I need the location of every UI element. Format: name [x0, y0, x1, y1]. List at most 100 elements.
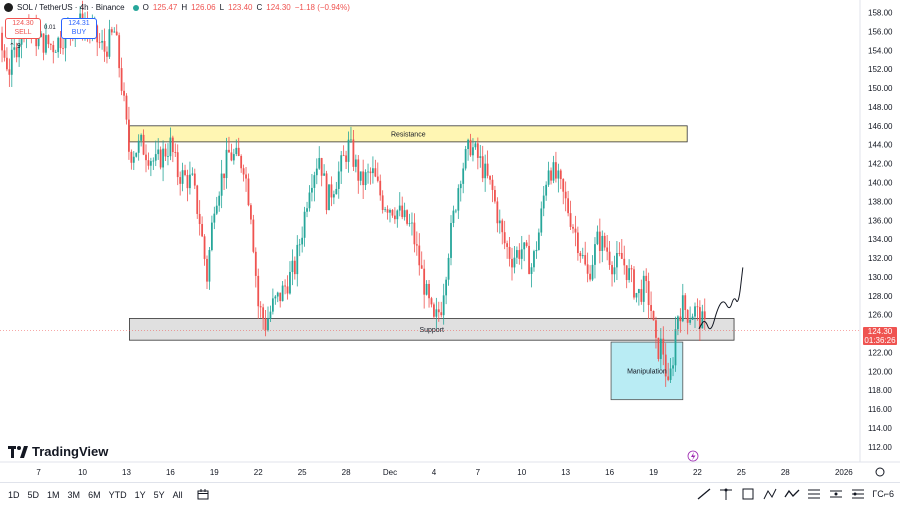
- low-label: L: [219, 3, 225, 12]
- candle-body: [303, 211, 306, 238]
- candle-body: [413, 222, 416, 245]
- candle-body: [379, 180, 382, 196]
- candle-body: [469, 139, 472, 156]
- candle-body: [289, 271, 291, 294]
- timeframe-1y[interactable]: 1Y: [134, 490, 146, 500]
- candle-body: [106, 51, 108, 57]
- candle-body: [284, 285, 286, 287]
- candle-body: [528, 245, 530, 274]
- close-label: C: [256, 3, 263, 12]
- candle-body: [450, 222, 452, 258]
- timeframe-3m[interactable]: 3M: [67, 490, 81, 500]
- date-range-icon[interactable]: [197, 488, 209, 502]
- candle-body: [415, 244, 418, 246]
- candle-body: [171, 137, 174, 153]
- long-position-icon[interactable]: [828, 487, 844, 501]
- candle-body: [8, 69, 11, 75]
- candle-body: [208, 250, 211, 282]
- indicators-toggle[interactable]: ⌃ 9: [9, 43, 21, 50]
- timeframe-1d[interactable]: 1D: [8, 490, 20, 500]
- candle-body: [37, 36, 40, 47]
- trend-line-icon[interactable]: [696, 487, 712, 501]
- x-tick-label: 22: [693, 468, 702, 477]
- candle-body: [101, 40, 103, 43]
- high-label: H: [181, 3, 188, 12]
- candle-body: [318, 158, 321, 169]
- candle-body: [364, 172, 367, 186]
- candle-body: [264, 318, 267, 331]
- rectangle-tool-icon[interactable]: [740, 487, 756, 501]
- candle-body: [667, 376, 670, 380]
- candle-body: [389, 210, 391, 213]
- horizontal-ray-icon[interactable]: [718, 487, 734, 501]
- candle-body: [489, 175, 491, 180]
- timeframe-6m[interactable]: 6M: [88, 490, 101, 500]
- candle-body: [250, 205, 252, 220]
- x-tick-label: 22: [254, 468, 263, 477]
- x-tick-label: 19: [649, 468, 658, 477]
- candle-body: [147, 160, 150, 166]
- candle-body: [652, 310, 655, 321]
- candle-body: [232, 154, 235, 161]
- y-tick-label: 120.00: [868, 367, 893, 376]
- buy-price: 124.31: [68, 20, 90, 27]
- candle-body: [462, 168, 465, 184]
- candle-body: [484, 163, 487, 179]
- x-tick-label: 25: [298, 468, 307, 477]
- candle-body: [311, 187, 313, 193]
- x-tick-label: 10: [517, 468, 526, 477]
- fib-retracement-icon[interactable]: [806, 487, 822, 501]
- candle-body: [542, 195, 545, 209]
- zigzag-icon[interactable]: [784, 487, 800, 501]
- price-chart[interactable]: 158.00 156.00 154.00 152.00 150.00 148.00 146.…: [0, 0, 900, 482]
- candle-body: [176, 152, 179, 178]
- more-tools-icon[interactable]: ΓC⌐6: [872, 489, 894, 499]
- measure-icon[interactable]: [850, 487, 866, 501]
- y-tick-label: 114.00: [868, 424, 892, 433]
- candle-body: [145, 154, 147, 161]
- y-tick-label: 152.00: [868, 65, 893, 74]
- candle-body: [523, 242, 526, 250]
- y-tick-label: 112.00: [868, 443, 892, 452]
- candle-body: [418, 245, 421, 266]
- candle-body: [203, 236, 206, 259]
- candle-body: [225, 149, 228, 179]
- candle-body: [403, 210, 406, 218]
- buy-button[interactable]: 124.31 BUY: [61, 18, 97, 39]
- timeframe-all[interactable]: All: [172, 490, 183, 500]
- sell-button[interactable]: 124.30 SELL: [5, 18, 41, 39]
- candle-body: [247, 178, 250, 206]
- timeframe-1m[interactable]: 1M: [47, 490, 60, 500]
- zone-label-support: Support: [419, 327, 444, 334]
- candle-body: [18, 44, 21, 58]
- candle-body: [557, 170, 560, 179]
- candle-body: [386, 209, 389, 213]
- path-tool-icon[interactable]: [762, 487, 778, 501]
- candle-body: [498, 220, 501, 224]
- y-tick-label: 122.00: [868, 348, 893, 357]
- candle-body: [159, 149, 162, 168]
- candle-body: [511, 258, 513, 268]
- x-tick-label: 16: [605, 468, 614, 477]
- candle-body: [245, 174, 247, 179]
- tradingview-logo[interactable]: TradingView: [8, 444, 108, 459]
- candle-body: [520, 249, 523, 259]
- open-value: 125.47: [152, 3, 178, 12]
- candle-body: [179, 177, 182, 184]
- candle-body: [401, 205, 404, 218]
- candle-body: [350, 139, 352, 141]
- timeframe-ytd[interactable]: YTD: [108, 490, 127, 500]
- candle-body: [589, 273, 591, 280]
- candle-body: [576, 232, 579, 254]
- candle-body: [452, 210, 455, 223]
- candle-body: [579, 253, 582, 257]
- candle-body: [125, 95, 128, 120]
- candle-body: [596, 231, 599, 245]
- timeframe-5y[interactable]: 5Y: [153, 490, 165, 500]
- candle-body: [674, 329, 677, 366]
- candle-body: [308, 192, 311, 209]
- candle-body: [657, 337, 660, 360]
- symbol-title[interactable]: SOL / TetherUS · 4h · Binance: [17, 3, 125, 12]
- timeframe-5d[interactable]: 5D: [27, 490, 40, 500]
